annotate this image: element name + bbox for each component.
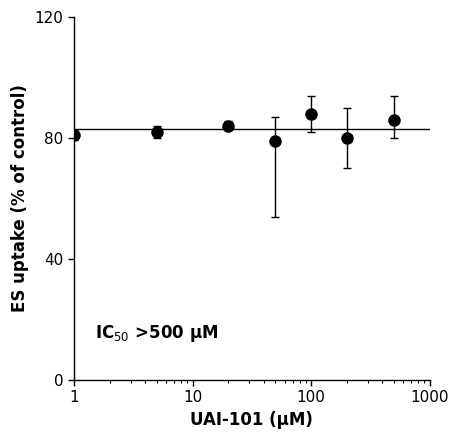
Y-axis label: ES uptake (% of control): ES uptake (% of control) [11,84,29,312]
X-axis label: UAI-101 (μM): UAI-101 (μM) [190,411,313,429]
Text: IC$_{50}$ >500 μM: IC$_{50}$ >500 μM [95,323,218,344]
